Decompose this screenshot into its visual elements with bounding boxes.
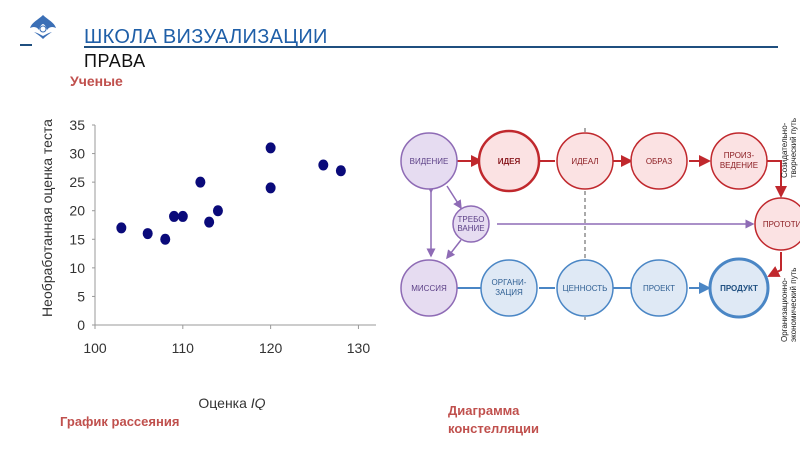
y-tick-label: 15 (69, 231, 85, 247)
node-cennost: ЦЕННОСТЬ (556, 259, 614, 317)
svg-text:ВЕДЕНИЕ: ВЕДЕНИЕ (720, 161, 758, 170)
section-label: Ученые (70, 73, 123, 89)
header-rule (84, 46, 778, 48)
node-obraz: ОБРАЗ (630, 132, 688, 190)
svg-text:Организационно-: Организационно- (780, 277, 789, 342)
scatter-point (335, 165, 346, 177)
svg-text:ВИДЕНИЕ: ВИДЕНИЕ (410, 157, 449, 166)
scatter-chart: 0 5 10 15 20 25 30 35 100 110 120 130 Оценка IQ Нео… (39, 117, 376, 410)
svg-text:ПРОИЗ-: ПРОИЗ- (724, 151, 755, 160)
page-subtitle: ПРАВА (84, 51, 146, 71)
node-videnie: ВИДЕНИЕ (400, 132, 458, 190)
svg-text:ПРОЕКТ: ПРОЕКТ (643, 284, 675, 293)
svg-text:ИДЕЯ: ИДЕЯ (498, 157, 521, 166)
x-tick-label: 100 (83, 340, 107, 356)
node-proizvedenie: ПРОИЗ- ВЕДЕНИЕ (710, 132, 768, 190)
svg-text:ОРГАНИ-: ОРГАНИ- (492, 278, 527, 287)
edge-proizvedenie-prototip (767, 160, 787, 198)
y-axis-label: Необработанная оценка теста (39, 119, 55, 317)
side-label-economic-path: Организационно- экономический путь (780, 268, 798, 342)
svg-text:ПРОТОТИП: ПРОТОТИП (763, 220, 800, 229)
constellation-diagram: ВИДЕНИЕ ИДЕЯ ИДЕАЛ ОБРАЗ ПРОИЗ- ВЕДЕНИЕ … (398, 118, 800, 342)
node-ideal: ИДЕАЛ (556, 132, 614, 190)
diagram-caption-text: Диаграмма констелляции (448, 403, 540, 436)
node-proekt: ПРОЕКТ (630, 259, 688, 317)
svg-text:Созидательно-: Созидательно- (780, 122, 789, 178)
svg-text:ТРЕБО: ТРЕБО (458, 215, 485, 224)
scatter-point (265, 182, 276, 194)
node-missiya: МИССИЯ (400, 259, 458, 317)
scatter-point (195, 176, 206, 188)
y-tick-label: 25 (69, 174, 85, 190)
scatter-point (142, 228, 153, 240)
svg-text:экономический путь: экономический путь (789, 268, 798, 342)
node-produkt: ПРОДУКТ (708, 257, 770, 319)
scatter-point (169, 210, 180, 222)
node-organizaciya: ОРГАНИ- ЗАЦИЯ (480, 259, 538, 317)
edge-videnie-trebovanie (446, 185, 462, 210)
scatter-point (204, 216, 215, 228)
diagram-caption: Диаграмма констелляции (448, 402, 558, 438)
scatter-point (265, 142, 276, 154)
svg-text:ИДЕАЛ: ИДЕАЛ (571, 157, 598, 166)
y-tick-label: 10 (69, 260, 85, 276)
y-tick-label: 35 (69, 117, 85, 133)
page-title: ШКОЛА ВИЗУАЛИЗАЦИИ (84, 26, 328, 48)
y-tick-label: 0 (77, 317, 85, 333)
edge-trebovanie-missiya (446, 239, 462, 260)
school-logo-icon (30, 15, 56, 39)
svg-text:ЗАЦИЯ: ЗАЦИЯ (495, 288, 523, 297)
node-trebovanie: ТРЕБО ВАНИЕ (452, 205, 490, 243)
svg-text:МИССИЯ: МИССИЯ (411, 284, 447, 293)
scatter-point (318, 159, 329, 171)
x-tick-label: 120 (259, 340, 283, 356)
y-tick-label: 30 (69, 146, 85, 162)
scatter-point (177, 210, 188, 222)
svg-text:ОБРАЗ: ОБРАЗ (646, 157, 673, 166)
x-tick-label: 130 (347, 340, 371, 356)
scatter-point (116, 222, 127, 234)
x-axis-label: Оценка IQ (198, 395, 265, 410)
y-tick-label: 5 (77, 288, 85, 304)
side-label-creative-path: Созидательно- творческий путь (780, 118, 798, 178)
scatter-point (212, 205, 223, 217)
plot-area (95, 125, 376, 325)
svg-text:творческий путь: творческий путь (789, 118, 798, 178)
header-left-rule (20, 44, 32, 46)
scatter-caption: График рассеяния (60, 414, 180, 429)
svg-text:ПРОДУКТ: ПРОДУКТ (720, 284, 758, 293)
node-ideya: ИДЕЯ (477, 129, 541, 193)
x-tick-label: 110 (172, 340, 195, 356)
y-tick-label: 20 (69, 203, 85, 219)
node-prototip: ПРОТОТИП (754, 197, 800, 251)
scatter-point (160, 233, 171, 245)
svg-text:ЦЕННОСТЬ: ЦЕННОСТЬ (563, 284, 608, 293)
svg-text:ВАНИЕ: ВАНИЕ (457, 224, 484, 233)
edge-prototip-produkt (767, 252, 782, 277)
